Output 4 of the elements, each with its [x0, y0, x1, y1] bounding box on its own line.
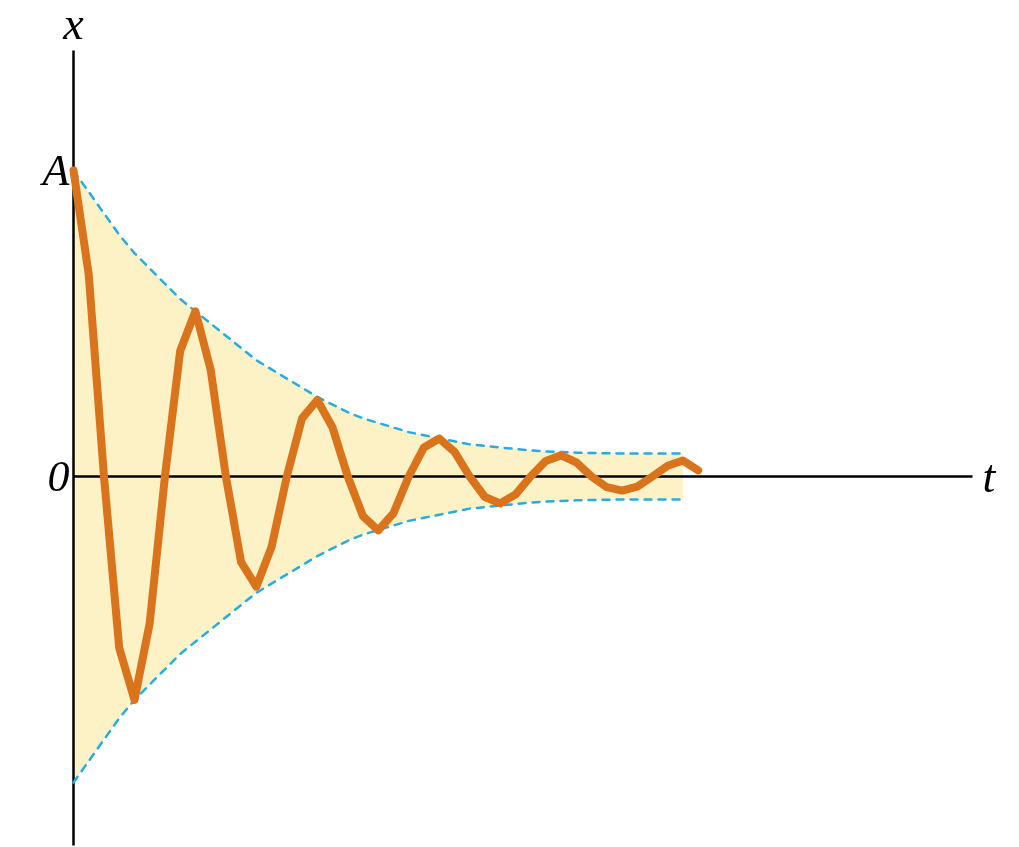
text: A — [39, 146, 71, 195]
x-axis-title: t — [982, 451, 997, 502]
y-axis-title: x — [62, 0, 85, 49]
text: 0 — [47, 452, 70, 501]
